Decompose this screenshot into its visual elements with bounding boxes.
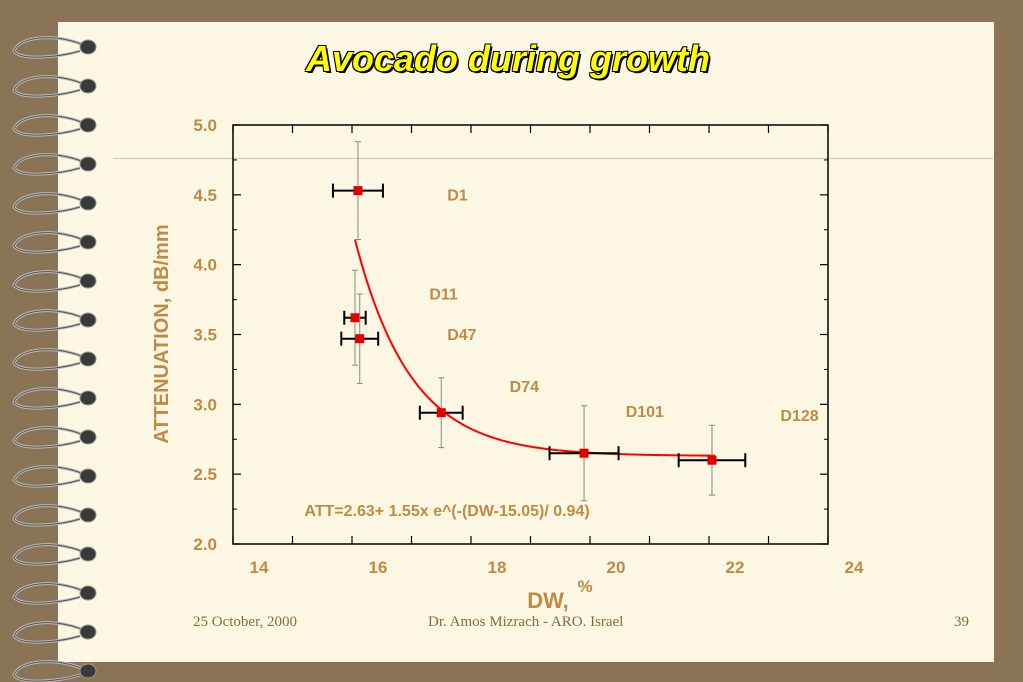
fit-equation-label: ATT=2.63+ 1.55x e^(-(DW-15.05)/ 0.94) bbox=[304, 503, 589, 520]
binding-ring bbox=[12, 309, 97, 332]
y-tick-label: 3.5 bbox=[193, 326, 217, 345]
point-label: D47 bbox=[447, 327, 476, 344]
footer-page-number: 39 bbox=[954, 614, 969, 630]
y-tick-label: 2.5 bbox=[193, 465, 217, 484]
point-label: D11 bbox=[429, 287, 458, 304]
fit-curve bbox=[354, 239, 715, 457]
x-tick-label: 14 bbox=[250, 558, 269, 577]
binding-ring bbox=[12, 660, 97, 682]
binding-ring bbox=[12, 153, 97, 176]
x-axis-unit: % bbox=[577, 577, 592, 596]
binding-ring bbox=[12, 114, 97, 137]
data-point-d74 bbox=[436, 408, 446, 418]
point-label: D101 bbox=[626, 404, 664, 421]
y-tick-label: 2.0 bbox=[193, 535, 217, 554]
binding-ring bbox=[12, 504, 97, 527]
x-tick-label: 22 bbox=[726, 558, 745, 577]
x-tick-label: 18 bbox=[488, 558, 507, 577]
data-point-d128 bbox=[707, 455, 717, 465]
binding-ring bbox=[12, 231, 97, 254]
binding-ring bbox=[12, 582, 97, 605]
data-point-d47 bbox=[355, 334, 365, 344]
data-point-d1 bbox=[353, 186, 363, 196]
y-axis-label: ATTENUATION, dB/mm bbox=[151, 224, 173, 443]
binding-ring bbox=[12, 426, 97, 449]
y-tick-label: 4.5 bbox=[193, 186, 217, 205]
x-tick-label: 16 bbox=[369, 558, 388, 577]
chart: 14 16 18 20 22 24 2.0 2.5 3.0 3.5 4.0 4.5 5.0 DW,% ATT… bbox=[151, 116, 864, 613]
y-tick-label: 3.0 bbox=[193, 395, 217, 414]
data-point-d11 bbox=[350, 313, 360, 323]
slide: Avocado during growth 14 16 18 20 22 24 2.0 2.5… bbox=[58, 22, 994, 662]
slide-title: Avocado during growth bbox=[306, 38, 710, 79]
binding-ring bbox=[12, 387, 97, 410]
plot-frame bbox=[232, 124, 829, 545]
binding-ring bbox=[12, 348, 97, 371]
x-axis-label: DW, bbox=[527, 588, 569, 613]
binding-ring bbox=[12, 543, 97, 566]
data-point-d101 bbox=[579, 448, 589, 458]
y-tick-label: 4.0 bbox=[193, 256, 217, 275]
footer-author: Dr. Amos Mizrach - ARO. Israel bbox=[428, 614, 624, 630]
point-label: D74 bbox=[510, 379, 539, 396]
y-tick-label: 5.0 bbox=[193, 116, 217, 135]
binding-ring bbox=[12, 192, 97, 215]
footer-date: 25 October, 2000 bbox=[193, 614, 297, 630]
x-tick-label: 20 bbox=[607, 558, 626, 577]
point-label: D128 bbox=[780, 408, 818, 425]
binding-ring bbox=[12, 465, 97, 488]
title-divider bbox=[113, 158, 993, 159]
point-label: D1 bbox=[447, 187, 468, 204]
x-tick-label: 24 bbox=[845, 558, 864, 577]
binding-ring bbox=[12, 621, 97, 644]
binding-ring bbox=[12, 270, 97, 293]
binding-ring bbox=[12, 36, 97, 59]
binding-ring bbox=[12, 75, 97, 98]
